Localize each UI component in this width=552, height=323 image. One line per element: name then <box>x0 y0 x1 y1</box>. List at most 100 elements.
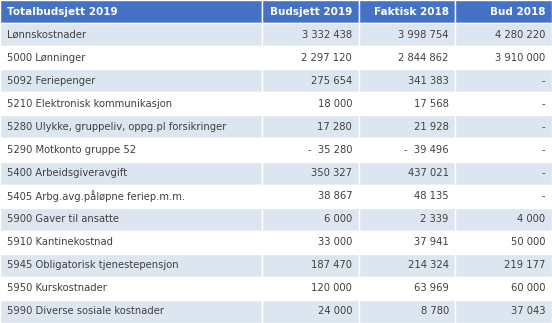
Text: 341 383: 341 383 <box>408 76 449 86</box>
Text: -: - <box>542 76 545 86</box>
Text: 17 280: 17 280 <box>317 122 352 132</box>
Text: 219 177: 219 177 <box>504 260 545 270</box>
Bar <box>359 231 455 254</box>
Text: 5400 Arbeidsgiveravgift: 5400 Arbeidsgiveravgift <box>7 168 127 178</box>
Text: 5092 Feriepenger: 5092 Feriepenger <box>7 76 95 86</box>
Bar <box>0 277 262 300</box>
Text: 8 780: 8 780 <box>421 307 449 317</box>
Text: 214 324: 214 324 <box>408 260 449 270</box>
Bar <box>262 115 359 139</box>
Bar <box>455 300 552 323</box>
Bar <box>262 162 359 184</box>
Text: 350 327: 350 327 <box>311 168 352 178</box>
Text: Bud 2018: Bud 2018 <box>490 6 545 16</box>
Bar <box>455 23 552 46</box>
Bar <box>0 0 262 23</box>
Bar <box>359 0 455 23</box>
Bar <box>262 300 359 323</box>
Bar <box>359 277 455 300</box>
Bar <box>455 92 552 115</box>
Bar <box>0 46 262 69</box>
Bar <box>0 69 262 92</box>
Text: 4 000: 4 000 <box>517 214 545 224</box>
Bar <box>262 208 359 231</box>
Bar <box>262 254 359 277</box>
Text: 37 043: 37 043 <box>511 307 545 317</box>
Bar <box>262 139 359 162</box>
Bar <box>262 46 359 69</box>
Text: Budsjett 2019: Budsjett 2019 <box>270 6 352 16</box>
Bar <box>359 69 455 92</box>
Bar <box>0 162 262 184</box>
Text: 2 339: 2 339 <box>421 214 449 224</box>
Bar <box>455 69 552 92</box>
Text: 48 135: 48 135 <box>414 191 449 201</box>
Text: -: - <box>542 168 545 178</box>
Text: 3 910 000: 3 910 000 <box>495 53 545 63</box>
Bar <box>455 277 552 300</box>
Text: 50 000: 50 000 <box>511 237 545 247</box>
Text: 5405 Arbg.avg.påløpne feriep.m.m.: 5405 Arbg.avg.påløpne feriep.m.m. <box>7 190 185 202</box>
Bar <box>455 231 552 254</box>
Text: -: - <box>542 191 545 201</box>
Bar <box>0 208 262 231</box>
Text: 5290 Motkonto gruppe 52: 5290 Motkonto gruppe 52 <box>7 145 136 155</box>
Bar <box>0 300 262 323</box>
Bar <box>262 231 359 254</box>
Text: 2 297 120: 2 297 120 <box>301 53 352 63</box>
Bar <box>359 23 455 46</box>
Text: 5950 Kurskostnader: 5950 Kurskostnader <box>7 283 107 293</box>
Bar <box>455 162 552 184</box>
Text: 21 928: 21 928 <box>414 122 449 132</box>
Bar <box>455 208 552 231</box>
Text: 120 000: 120 000 <box>311 283 352 293</box>
Bar <box>262 277 359 300</box>
Bar <box>455 46 552 69</box>
Text: 187 470: 187 470 <box>311 260 352 270</box>
Bar <box>262 23 359 46</box>
Text: Faktisk 2018: Faktisk 2018 <box>374 6 449 16</box>
Text: -: - <box>542 122 545 132</box>
Text: Totalbudsjett 2019: Totalbudsjett 2019 <box>7 6 117 16</box>
Bar <box>262 0 359 23</box>
Bar <box>359 46 455 69</box>
Text: 5280 Ulykke, gruppeliv, oppg.pl forsikringer: 5280 Ulykke, gruppeliv, oppg.pl forsikri… <box>7 122 226 132</box>
Bar <box>359 92 455 115</box>
Bar <box>0 115 262 139</box>
Text: -: - <box>542 145 545 155</box>
Bar <box>262 92 359 115</box>
Text: 4 280 220: 4 280 220 <box>495 30 545 40</box>
Text: -: - <box>542 99 545 109</box>
Bar <box>359 184 455 208</box>
Bar <box>455 115 552 139</box>
Text: 5210 Elektronisk kommunikasjon: 5210 Elektronisk kommunikasjon <box>7 99 172 109</box>
Bar <box>0 184 262 208</box>
Text: 38 867: 38 867 <box>317 191 352 201</box>
Bar <box>0 23 262 46</box>
Text: 6 000: 6 000 <box>324 214 352 224</box>
Bar <box>0 231 262 254</box>
Text: 5000 Lønninger: 5000 Lønninger <box>7 53 85 63</box>
Text: 2 844 862: 2 844 862 <box>399 53 449 63</box>
Bar <box>359 139 455 162</box>
Text: -  39 496: - 39 496 <box>404 145 449 155</box>
Text: 63 969: 63 969 <box>414 283 449 293</box>
Text: 3 332 438: 3 332 438 <box>302 30 352 40</box>
Text: 3 998 754: 3 998 754 <box>399 30 449 40</box>
Text: 24 000: 24 000 <box>317 307 352 317</box>
Bar <box>359 162 455 184</box>
Text: 37 941: 37 941 <box>414 237 449 247</box>
Text: -  35 280: - 35 280 <box>307 145 352 155</box>
Bar <box>262 184 359 208</box>
Text: 5945 Obligatorisk tjenestepensjon: 5945 Obligatorisk tjenestepensjon <box>7 260 178 270</box>
Text: 5900 Gaver til ansatte: 5900 Gaver til ansatte <box>7 214 119 224</box>
Bar <box>455 0 552 23</box>
Bar <box>0 92 262 115</box>
Text: 437 021: 437 021 <box>408 168 449 178</box>
Text: 5910 Kantinekostnad: 5910 Kantinekostnad <box>7 237 113 247</box>
Text: Lønnskostnader: Lønnskostnader <box>7 30 86 40</box>
Bar <box>455 184 552 208</box>
Bar <box>0 139 262 162</box>
Bar <box>455 254 552 277</box>
Text: 5990 Diverse sosiale kostnader: 5990 Diverse sosiale kostnader <box>7 307 163 317</box>
